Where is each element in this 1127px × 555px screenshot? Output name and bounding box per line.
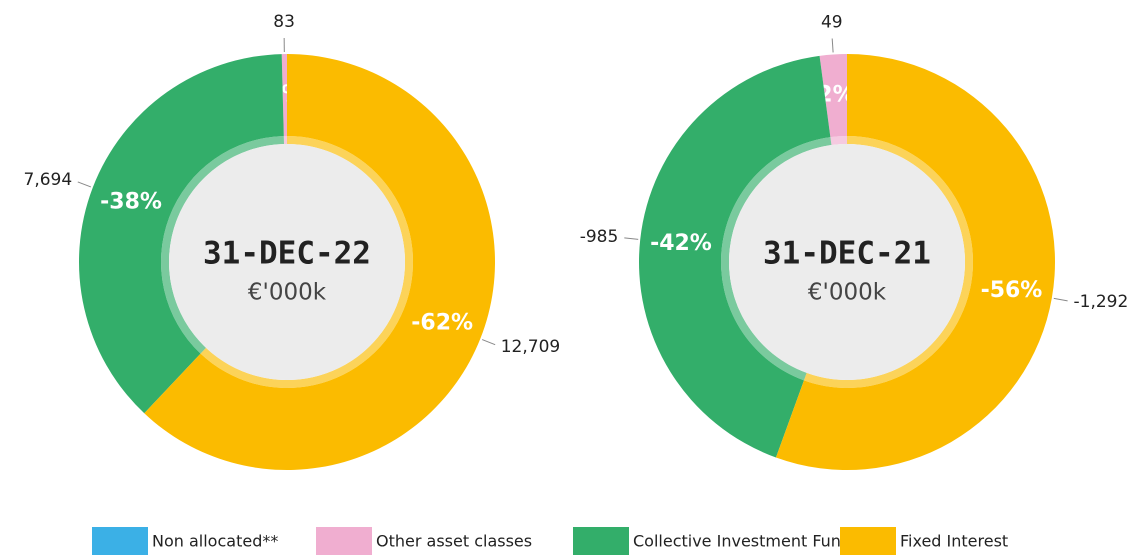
value-label: 12,709 (501, 337, 560, 357)
chart-subtitle: €'000k (248, 280, 327, 306)
inner-ring (200, 136, 413, 388)
slice (281, 54, 287, 137)
legend-swatch (840, 527, 896, 555)
leader-line (831, 38, 834, 53)
value-label: -1,292 (1074, 292, 1127, 312)
inner-ring (283, 136, 287, 145)
percent-label: -42% (650, 231, 712, 256)
inner-ring (830, 136, 847, 146)
center-disc (729, 144, 965, 380)
slice (775, 54, 1056, 471)
leader-line (481, 339, 496, 346)
center-disc (169, 144, 405, 380)
leader-line (624, 237, 639, 240)
slice (639, 55, 831, 458)
legend-swatch (573, 527, 629, 555)
value-label: 49 (821, 13, 843, 33)
legend-label: Fixed Interest (900, 532, 1008, 551)
leader-line (77, 181, 92, 188)
inner-ring (160, 136, 284, 354)
chart-title: 31-DEC-22 (203, 236, 371, 272)
percent-label: -38% (100, 189, 162, 214)
value-label: -985 (580, 227, 619, 247)
legend-label: Collective Investment Funds (633, 532, 859, 551)
slice (144, 54, 496, 470)
leader-line (1053, 297, 1068, 302)
percent-label: -62% (411, 311, 473, 336)
percent-label: -56% (981, 278, 1043, 303)
legend-swatch (316, 527, 372, 555)
value-label: 7,694 (24, 170, 73, 190)
chart-title: 31-DEC-21 (763, 236, 931, 272)
value-label: 83 (273, 12, 295, 32)
slice (819, 54, 847, 138)
legend-label: Other asset classes (376, 532, 532, 551)
legend-label: Non allocated** (152, 532, 278, 551)
slice (78, 54, 284, 414)
legend-swatch (92, 527, 148, 555)
chart-subtitle: €'000k (808, 280, 887, 306)
